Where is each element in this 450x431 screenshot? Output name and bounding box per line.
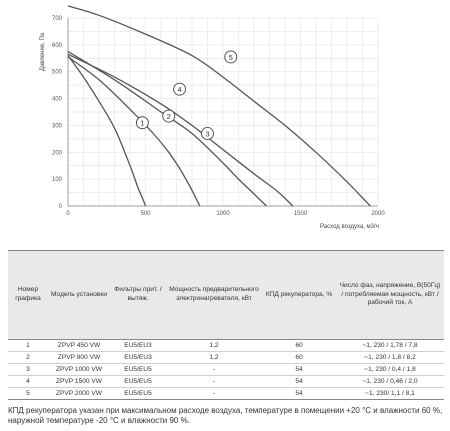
x-tick-label: 2000	[371, 211, 385, 217]
curve-series-4	[67, 53, 294, 207]
table-cell: 5	[8, 387, 48, 400]
header-efficiency: КПД рекуператора, %	[262, 250, 336, 340]
curve-series-1	[67, 55, 147, 207]
table-cell: EU5/EU5	[110, 375, 166, 388]
header-filters: Фильтры прит. / вытяж.	[110, 250, 166, 340]
table-cell: ~1, 230 / 1,8 / 8,2	[336, 351, 444, 364]
footnote: КПД рекуператора указан при максимальном…	[8, 406, 443, 426]
x-tick-label: 1500	[294, 211, 308, 217]
y-tick-label: 200	[52, 150, 63, 156]
table-row: 4 ZPVP 1500 VW EU5/EU5-54 ~1, 230 / 0,46 / …	[8, 375, 444, 388]
header-graph-number: Номер графика	[8, 250, 48, 340]
x-axis-title: Расход воздуха, м3/ч	[320, 224, 379, 230]
y-axis-title: Давление, Па	[40, 32, 46, 71]
y-tick-label: 100	[52, 177, 63, 183]
marker-circle	[224, 50, 238, 64]
y-tick-label: 600	[52, 43, 63, 49]
y-tick-label: 0	[59, 204, 63, 210]
curve-marker-1: 1	[135, 116, 149, 130]
curve-marker-2: 2	[162, 109, 176, 123]
marker-circle	[173, 82, 187, 96]
marker-label: 1	[140, 119, 144, 128]
table-cell: 60	[262, 339, 336, 352]
table-cell: 4	[8, 375, 48, 388]
table-cell: ZPVP 450 VW	[48, 339, 110, 352]
x-tick-label: 0	[66, 211, 70, 217]
y-tick-label: 300	[52, 123, 63, 129]
table-cell: -	[166, 387, 262, 400]
y-tick-label: 700	[52, 16, 63, 22]
curve-marker-3: 3	[201, 127, 214, 140]
table-cell: EU5/EU3	[110, 339, 166, 352]
marker-label: 2	[167, 112, 171, 121]
header-heater-power: Мощность предварительного электронагрева…	[166, 250, 262, 340]
chart-curves	[67, 5, 371, 207]
table-header-row: Номер графика Модель установки Фильтры п…	[8, 250, 444, 340]
table-cell: ~1, 230 / 0,4 / 1,8	[336, 363, 444, 376]
x-tick-label: 1000	[216, 211, 230, 217]
curve-series-5	[67, 5, 371, 207]
table-cell: 54	[262, 375, 336, 388]
table-cell: 54	[262, 387, 336, 400]
header-model: Модель установки	[48, 250, 110, 340]
table-cell: -	[166, 363, 262, 376]
marker-circle	[135, 116, 149, 130]
table-cell: ZPVP 2000 VW	[48, 387, 110, 400]
table-row: 3 ZPVP 1000 VW EU5/EU5-54 ~1, 230 / 0,4 / 1…	[8, 363, 444, 376]
table-cell: 1,2	[166, 339, 262, 352]
curve-series-3	[67, 51, 267, 207]
curve-marker-5: 5	[224, 50, 238, 64]
marker-label: 3	[205, 129, 209, 138]
table-body: 1 ZPVP 450 VW EU5/EU3 1,2 60 ~1, 230 / 1,78 /…	[8, 339, 444, 400]
chart-grid	[67, 17, 379, 207]
table-cell: ~1, 230 / 1,78 / 7,8	[336, 339, 444, 352]
y-tick-label: 500	[52, 70, 63, 76]
table-cell: ZPVP 800 VW	[48, 351, 110, 364]
table-cell: 1	[8, 339, 48, 352]
chart-axes: 0 100 200 300 400 500 600 700 0 500 1000 1500 2000	[52, 16, 385, 217]
table-row: 1 ZPVP 450 VW EU5/EU3 1,2 60 ~1, 230 / 1,78 /…	[8, 339, 444, 352]
table-cell: ~1, 230 / 0,46 / 2,0	[336, 375, 444, 388]
table-cell: ZPVP 1500 VW	[48, 375, 110, 388]
spec-table: Номер графика Модель установки Фильтры п…	[8, 250, 444, 400]
table-cell: ~1, 230/ 1,1 / 8,1	[336, 387, 444, 400]
table-cell: EU5/EU5	[110, 387, 166, 400]
table-cell: 1,2	[166, 351, 262, 364]
table-cell: 3	[8, 363, 48, 376]
table-cell: 60	[262, 351, 336, 364]
header-electrical: Число фаз, напряжение, В(50Гц) / потребл…	[336, 250, 444, 340]
y-tick-label: 400	[52, 97, 63, 103]
curve-series-2	[67, 56, 201, 207]
marker-label: 4	[178, 85, 182, 94]
table-row: 2 ZPVP 800 VW EU5/EU3 1,2 60 ~1, 230 / 1,8 / …	[8, 351, 444, 364]
marker-circle	[201, 127, 214, 140]
x-tick-label: 500	[140, 211, 151, 217]
table-cell: -	[166, 375, 262, 388]
table-row: 5 ZPVP 2000 VW EU5/EU5-54 ~1, 230/ 1,1 / 8,…	[8, 387, 444, 400]
chart-markers: 1 2 3 4 5	[135, 50, 238, 140]
table-cell: 2	[8, 351, 48, 364]
table-cell: ZPVP 1000 VW	[48, 363, 110, 376]
marker-circle	[162, 109, 176, 123]
table-cell: EU5/EU5	[110, 363, 166, 376]
curve-marker-4: 4	[173, 82, 187, 96]
performance-chart: 0 100 200 300 400 500 600 700 0 500 1000 1500 2000 1…	[40, 5, 385, 230]
table-cell: EU5/EU3	[110, 351, 166, 364]
table-cell: 54	[262, 363, 336, 376]
marker-label: 5	[229, 53, 233, 62]
